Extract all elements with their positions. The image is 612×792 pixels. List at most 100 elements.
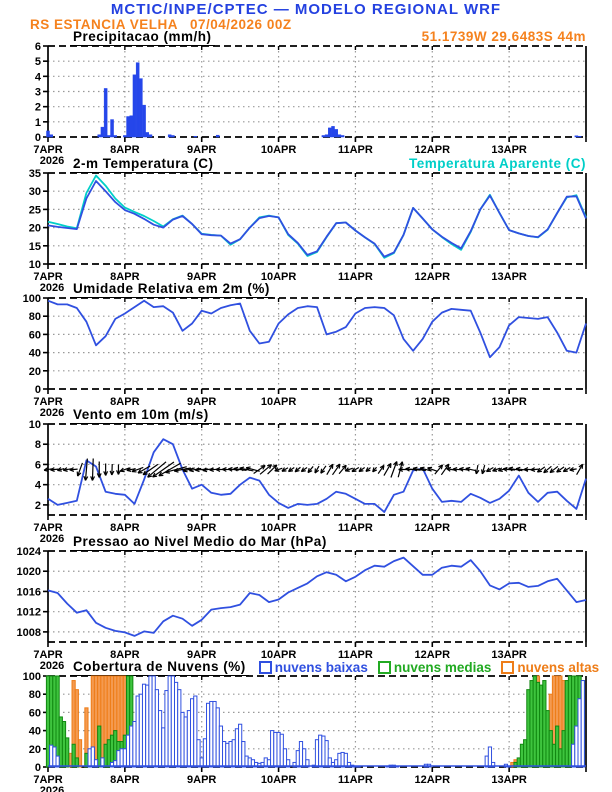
svg-text:4: 4 bbox=[35, 480, 42, 492]
svg-text:10APR: 10APR bbox=[261, 649, 297, 661]
svg-text:8APR: 8APR bbox=[110, 271, 139, 283]
svg-text:2: 2 bbox=[35, 102, 41, 114]
svg-text:6: 6 bbox=[35, 41, 41, 53]
wind-chart-canvas: 2 4 6 8 10 7APR 8APR 9APR 10APR 11APR 12APR 13APR 20… bbox=[29, 419, 587, 545]
svg-text:2026: 2026 bbox=[40, 155, 64, 167]
legend-item-mid-clouds: nuvens medias bbox=[377, 660, 491, 675]
svg-text:9APR: 9APR bbox=[187, 649, 216, 661]
svg-text:11APR: 11APR bbox=[338, 522, 373, 534]
svg-text:2026: 2026 bbox=[40, 282, 64, 294]
svg-text:11APR: 11APR bbox=[338, 396, 373, 408]
low-clouds-swatch-icon bbox=[258, 661, 272, 674]
svg-text:7APR: 7APR bbox=[33, 649, 62, 661]
svg-text:13APR: 13APR bbox=[491, 649, 527, 661]
svg-text:12APR: 12APR bbox=[415, 271, 451, 283]
svg-text:8APR: 8APR bbox=[110, 649, 139, 661]
svg-text:12APR: 12APR bbox=[415, 522, 451, 534]
svg-text:7APR: 7APR bbox=[33, 144, 62, 156]
svg-text:5: 5 bbox=[35, 56, 41, 68]
run-datetime: 07/04/2026 00Z bbox=[190, 17, 292, 32]
svg-text:9APR: 9APR bbox=[187, 522, 216, 534]
svg-text:6: 6 bbox=[35, 459, 41, 471]
svg-text:3: 3 bbox=[35, 87, 41, 99]
svg-text:1020: 1020 bbox=[17, 566, 41, 578]
high-clouds-swatch-icon bbox=[501, 661, 515, 674]
svg-text:15: 15 bbox=[29, 241, 41, 253]
temp-chart-title: 2-m Temperatura (C) bbox=[70, 156, 217, 173]
svg-text:0: 0 bbox=[35, 762, 41, 774]
svg-text:25: 25 bbox=[29, 204, 41, 216]
svg-text:10APR: 10APR bbox=[261, 774, 297, 786]
clouds-chart-canvas: 0 20 40 60 80 100 7APR 8APR 9APR 10APR 11APR 12APR 1… bbox=[23, 671, 587, 792]
svg-text:9APR: 9APR bbox=[187, 271, 216, 283]
svg-text:2: 2 bbox=[35, 500, 41, 512]
svg-text:40: 40 bbox=[29, 726, 41, 738]
coordinates-label: 51.1739W 29.6483S 44m bbox=[421, 29, 586, 44]
svg-text:9APR: 9APR bbox=[187, 396, 216, 408]
svg-text:10APR: 10APR bbox=[261, 396, 297, 408]
svg-text:12APR: 12APR bbox=[415, 144, 451, 156]
station-name: RS ESTANCIA VELHA bbox=[30, 17, 179, 32]
svg-text:7APR: 7APR bbox=[33, 271, 62, 283]
svg-text:0: 0 bbox=[35, 384, 41, 396]
svg-text:10APR: 10APR bbox=[261, 522, 297, 534]
svg-text:80: 80 bbox=[29, 689, 41, 701]
svg-text:1: 1 bbox=[35, 117, 41, 129]
svg-text:9APR: 9APR bbox=[187, 144, 216, 156]
svg-text:11APR: 11APR bbox=[338, 649, 373, 661]
svg-text:8: 8 bbox=[35, 439, 41, 451]
svg-text:60: 60 bbox=[29, 329, 41, 341]
mid-clouds-swatch-icon bbox=[377, 661, 391, 674]
svg-text:11APR: 11APR bbox=[338, 271, 373, 283]
svg-text:2026: 2026 bbox=[40, 785, 64, 792]
svg-text:13APR: 13APR bbox=[491, 522, 527, 534]
apparent-temp-label: Temperatura Aparente (C) bbox=[408, 156, 586, 171]
humidity-chart-canvas: 0 20 40 60 80 100 7APR 8APR 9APR 10APR 11APR 12APR 1… bbox=[23, 293, 587, 419]
svg-text:7APR: 7APR bbox=[33, 396, 62, 408]
svg-text:8APR: 8APR bbox=[110, 396, 139, 408]
precip-chart-canvas: 0 1 2 3 4 5 6 7APR 8APR 9APR 10APR 11APR 12APR 13APR 2… bbox=[33, 41, 587, 167]
svg-text:12APR: 12APR bbox=[415, 774, 451, 786]
svg-text:1008: 1008 bbox=[17, 627, 41, 639]
svg-text:0: 0 bbox=[35, 132, 41, 144]
svg-text:35: 35 bbox=[29, 168, 41, 180]
svg-text:12APR: 12APR bbox=[415, 396, 451, 408]
svg-text:11APR: 11APR bbox=[338, 144, 373, 156]
precip-chart-title: Precipitacao (mm/h) bbox=[70, 29, 215, 46]
legend-item-high-clouds: nuvens altas bbox=[501, 660, 599, 675]
wind-chart-title: Vento em 10m (m/s) bbox=[70, 407, 212, 424]
svg-text:100: 100 bbox=[23, 671, 41, 683]
temp-chart-canvas: 10 15 20 25 30 35 7APR 8APR 9APR 10APR 11APR 12APR 1… bbox=[29, 168, 587, 294]
legend-label: nuvens baixas bbox=[274, 660, 368, 675]
svg-text:30: 30 bbox=[29, 186, 41, 198]
svg-text:40: 40 bbox=[29, 348, 41, 360]
svg-text:4: 4 bbox=[35, 71, 42, 83]
legend-item-low-clouds: nuvens baixas bbox=[258, 660, 368, 675]
svg-text:2026: 2026 bbox=[40, 533, 64, 545]
svg-text:13APR: 13APR bbox=[491, 396, 527, 408]
svg-text:8APR: 8APR bbox=[110, 774, 139, 786]
svg-text:9APR: 9APR bbox=[187, 774, 216, 786]
svg-text:1012: 1012 bbox=[17, 607, 41, 619]
svg-text:2026: 2026 bbox=[40, 407, 64, 419]
svg-text:8APR: 8APR bbox=[110, 144, 139, 156]
svg-text:10APR: 10APR bbox=[261, 144, 297, 156]
svg-text:80: 80 bbox=[29, 311, 41, 323]
pressure-chart-canvas: 1008 1012 1016 1020 1024 7APR 8APR 9APR 10APR 11A… bbox=[17, 546, 587, 672]
svg-text:60: 60 bbox=[29, 707, 41, 719]
svg-text:100: 100 bbox=[23, 293, 41, 305]
svg-text:13APR: 13APR bbox=[491, 774, 527, 786]
svg-text:7APR: 7APR bbox=[33, 522, 62, 534]
legend-label: nuvens altas bbox=[517, 660, 600, 675]
svg-text:20: 20 bbox=[29, 366, 41, 378]
svg-text:13APR: 13APR bbox=[491, 271, 527, 283]
model-title: MCTIC/INPE/CPTEC — MODELO REGIONAL WRF bbox=[110, 1, 502, 18]
svg-text:1024: 1024 bbox=[17, 546, 42, 558]
svg-text:8APR: 8APR bbox=[110, 522, 139, 534]
svg-text:7APR: 7APR bbox=[33, 774, 62, 786]
svg-text:11APR: 11APR bbox=[338, 774, 373, 786]
svg-text:10: 10 bbox=[29, 259, 41, 271]
svg-text:10APR: 10APR bbox=[261, 271, 297, 283]
svg-text:13APR: 13APR bbox=[491, 144, 527, 156]
